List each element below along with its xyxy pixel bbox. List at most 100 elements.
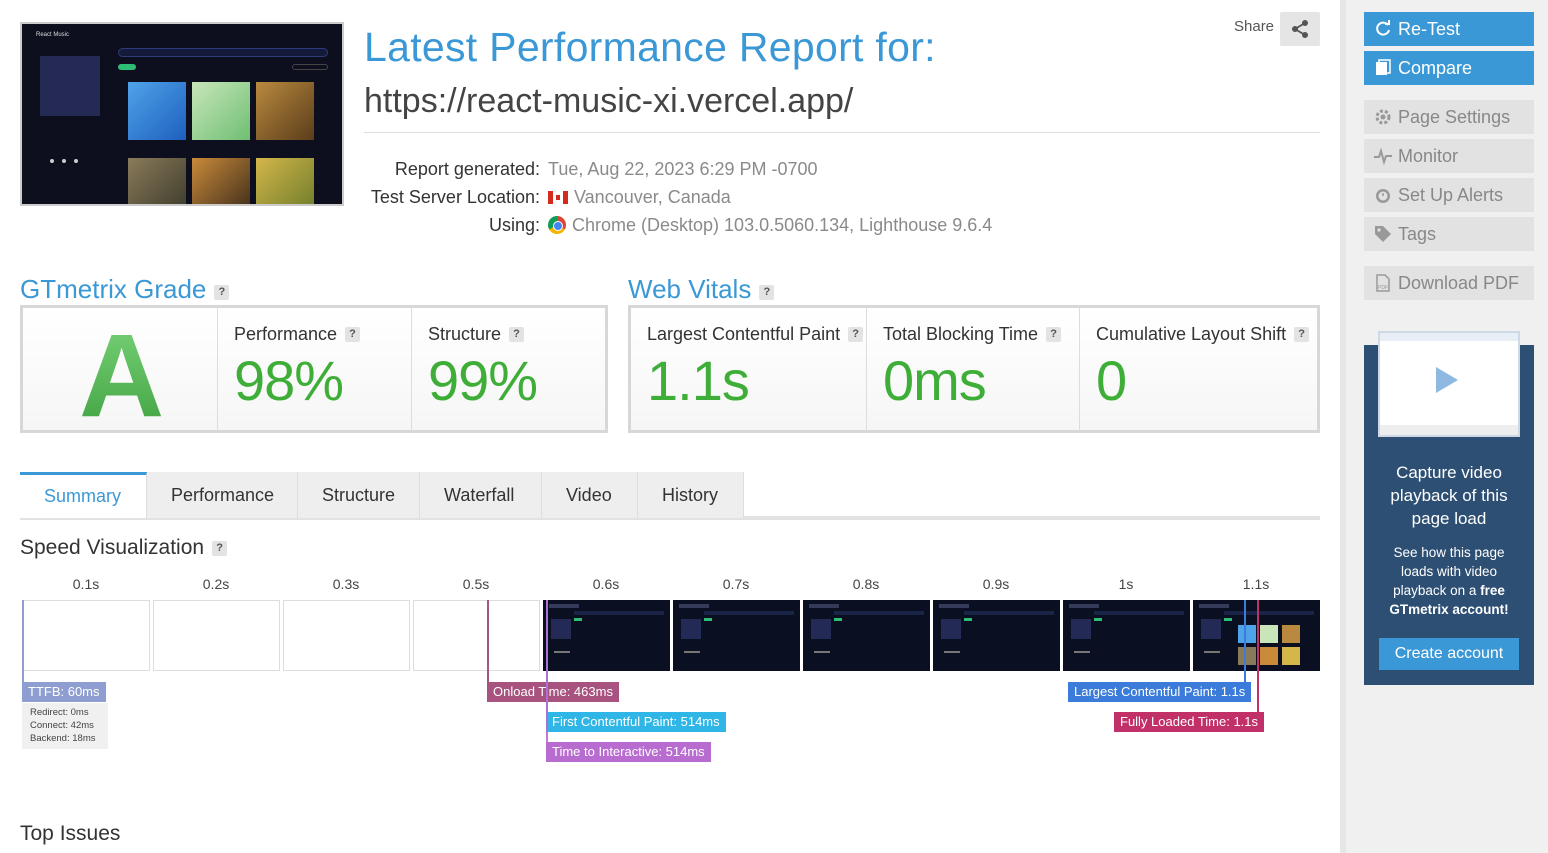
structure-label-row: Structure? (428, 324, 525, 345)
frame-rendered[interactable] (1063, 600, 1190, 671)
ttfb-backend: Backend: 18ms (30, 733, 96, 744)
structure-value: 99% (428, 349, 538, 412)
structure-label: Structure (428, 324, 502, 344)
lcp-cell: Largest Contentful Paint? 1.1s (631, 308, 867, 430)
frame-blank[interactable] (153, 600, 280, 671)
thumbnail-tile (192, 82, 250, 140)
meta-label-generated: Report generated: (394, 159, 540, 179)
performance-label: Performance (234, 324, 338, 344)
cls-label-row: Cumulative Layout Shift? (1096, 324, 1310, 345)
frame-tile (1238, 647, 1256, 665)
tab-structure[interactable]: Structure (298, 472, 420, 518)
frame-blank[interactable] (283, 600, 410, 671)
help-icon[interactable]: ? (212, 541, 228, 556)
help-icon[interactable]: ? (848, 327, 864, 342)
web-vitals-heading: Web Vitals? (628, 274, 775, 305)
frame-blank[interactable] (413, 600, 540, 671)
frame-time-label: 0.1s (72, 576, 100, 592)
lcp-value: 1.1s (647, 349, 750, 412)
tab-summary[interactable]: Summary (20, 472, 147, 518)
ttfb-redirect: Redirect: 0ms (30, 707, 89, 718)
promo-video-preview[interactable] (1378, 331, 1520, 437)
frame-rendered[interactable] (1193, 600, 1320, 671)
tti-marker: Time to Interactive: 514ms (546, 742, 711, 762)
monitor-button[interactable]: Monitor (1364, 139, 1534, 173)
report-url[interactable]: https://react-music-xi.vercel.app/ (364, 82, 854, 120)
meta-location-row: Vancouver, Canada (548, 183, 992, 211)
web-vitals-title: Web Vitals (628, 274, 752, 304)
frame-rendered[interactable] (933, 600, 1060, 671)
pdf-icon: PDF (1376, 274, 1390, 292)
thumbnail-tile (256, 158, 314, 204)
promo-heading: Capture video playback of this page load (1390, 463, 1508, 528)
report-title: Latest Performance Report for: (364, 24, 936, 70)
tab-waterfall[interactable]: Waterfall (420, 472, 542, 518)
lcp-label: Largest Contentful Paint (647, 324, 841, 344)
tab-performance[interactable]: Performance (147, 472, 298, 518)
fully-loaded-marker: Fully Loaded Time: 1.1s (1114, 712, 1265, 732)
page-settings-label: Page Settings (1398, 107, 1511, 127)
meta-generated: Tue, Aug 22, 2023 6:29 PM -0700 (548, 159, 818, 179)
meta-label-location: Test Server Location: (370, 187, 540, 207)
tags-button[interactable]: Tags (1364, 217, 1534, 251)
frame-tile (1260, 625, 1278, 643)
help-icon[interactable]: ? (759, 285, 775, 300)
frame-blank[interactable] (23, 600, 150, 671)
help-icon[interactable]: ? (509, 327, 525, 342)
speed-visualization-heading: Speed Visualization? (20, 536, 228, 560)
help-icon[interactable]: ? (345, 327, 361, 342)
thumbnail-tile (128, 82, 186, 140)
gtmetrix-grade-title: GTmetrix Grade (20, 274, 207, 304)
cls-cell: Cumulative Layout Shift? 0 (1080, 308, 1317, 430)
share-icon (1292, 20, 1308, 38)
onload-marker: Onload Time: 463ms (487, 682, 619, 702)
frame-time-label: 1.1s (1242, 576, 1270, 592)
help-icon[interactable]: ? (1294, 327, 1310, 342)
frame-time-label: 0.5s (462, 576, 490, 592)
frame-time-label: 1s (1118, 576, 1134, 592)
thumbnail-tile (192, 158, 250, 204)
download-pdf-button[interactable]: PDF Download PDF (1364, 266, 1534, 300)
ttfb-connect: Connect: 42ms (30, 720, 94, 731)
page-screenshot-thumbnail[interactable]: React Music (20, 22, 344, 206)
promo-preview-controls (1380, 425, 1518, 435)
help-icon[interactable]: ? (1046, 327, 1062, 342)
frame-time-label: 0.7s (722, 576, 750, 592)
thumbnail-pill (118, 64, 136, 70)
cls-value: 0 (1096, 349, 1127, 412)
frame-tile (1260, 647, 1278, 665)
gtmetrix-grade-panel: A Performance? 98% Structure? 99% (20, 305, 608, 442)
frame-time-label: 0.2s (202, 576, 230, 592)
lcp-label-row: Largest Contentful Paint? (647, 324, 864, 345)
thumbnail-cover (40, 56, 100, 116)
compare-button[interactable]: Compare (1364, 51, 1534, 85)
monitor-label: Monitor (1398, 146, 1459, 166)
frame-rendered[interactable] (673, 600, 800, 671)
tbt-label: Total Blocking Time (883, 324, 1039, 344)
lcp-marker: Largest Contentful Paint: 1.1s (1068, 682, 1252, 702)
web-vitals-panel: Largest Contentful Paint? 1.1s Total Blo… (628, 305, 1320, 433)
frame-rendered[interactable] (803, 600, 930, 671)
ttfb-marker: TTFB: 60ms (22, 682, 106, 702)
compare-icon (1376, 59, 1391, 75)
tbt-label-row: Total Blocking Time? (883, 324, 1062, 345)
help-icon[interactable]: ? (214, 285, 230, 300)
tag-icon (1375, 226, 1391, 242)
share-button[interactable] (1280, 12, 1320, 46)
tab-history[interactable]: History (638, 472, 744, 518)
tbt-value: 0ms (883, 349, 987, 412)
create-account-button[interactable]: Create account (1379, 638, 1519, 670)
fcp-marker: First Contentful Paint: 514ms (546, 712, 726, 732)
frame-rendered[interactable] (543, 600, 670, 671)
tab-video[interactable]: Video (542, 472, 638, 518)
promo-body: See how this page loads with video playb… (1376, 543, 1522, 619)
pulse-icon (1374, 147, 1392, 165)
cls-label: Cumulative Layout Shift (1096, 324, 1287, 344)
set-up-alerts-label: Set Up Alerts (1398, 185, 1504, 205)
onload-marker-line (487, 600, 489, 682)
page-settings-button[interactable]: Page Settings (1364, 100, 1534, 134)
set-up-alerts-button[interactable]: Set Up Alerts (1364, 178, 1534, 212)
report-tabs: Summary Performance Structure Waterfall … (20, 472, 744, 520)
speed-visualization-title: Speed Visualization (20, 536, 205, 559)
retest-button[interactable]: Re-Test (1364, 12, 1534, 46)
